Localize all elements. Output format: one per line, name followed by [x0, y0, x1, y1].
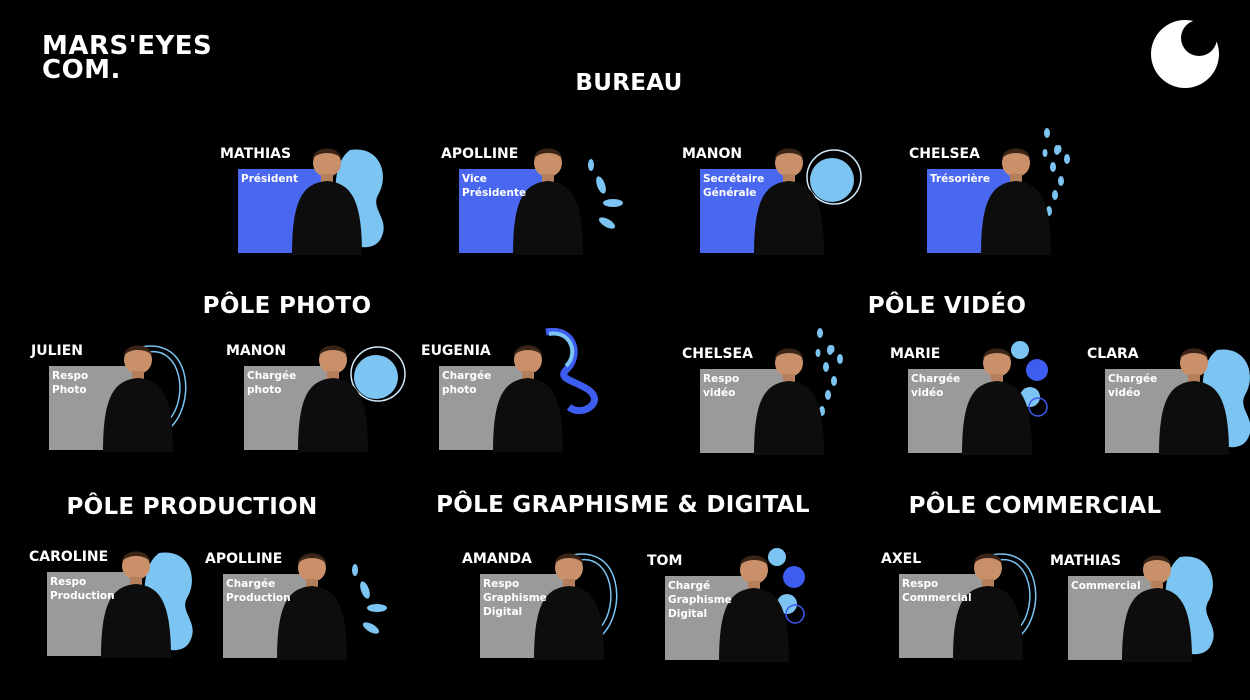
member-name: CAROLINE: [29, 549, 109, 565]
member-name: AMANDA: [462, 551, 532, 567]
member-photo: [277, 553, 347, 660]
member-photo: [1159, 348, 1229, 455]
member-name: MARIE: [890, 346, 941, 362]
member-name: MATHIAS: [220, 146, 292, 162]
decorative-shape: [350, 346, 406, 402]
decorative-shape: [806, 149, 862, 205]
section-title-photo: PÔLE PHOTO: [202, 293, 372, 319]
member-card: MATHIAS Président: [220, 145, 384, 255]
member-card: APOLLINE Chargée Production: [205, 550, 387, 660]
member-name: APOLLINE: [441, 146, 519, 162]
member-photo: [953, 553, 1023, 660]
member-name: CLARA: [1087, 346, 1139, 362]
member-photo: [719, 555, 789, 662]
decorative-shape: [815, 328, 843, 416]
member-photo: [981, 148, 1051, 255]
member-card: TOM Chargé Graphisme Digital: [647, 548, 807, 662]
section-title-bureau: BUREAU: [575, 70, 683, 96]
section-title-video: PÔLE VIDÉO: [867, 293, 1027, 319]
decorative-shape: [588, 159, 623, 229]
member-role: Respo vidéo: [703, 373, 740, 399]
member-card: CHELSEA Respo vidéo: [682, 328, 843, 455]
decorative-shape: [352, 564, 387, 634]
member-photo: [103, 345, 173, 452]
member-role: Chargée vidéo: [1108, 373, 1158, 399]
section-title-production: PÔLE PRODUCTION: [66, 494, 318, 520]
member-role: Trésorière: [930, 173, 990, 185]
member-role: Chargée photo: [442, 370, 492, 396]
decorative-shape: [545, 328, 598, 415]
member-role: Chargé Graphisme Digital: [668, 580, 732, 620]
member-role: Commercial: [1071, 580, 1141, 592]
decorative-shape: [768, 548, 805, 624]
member-role: Respo Production: [50, 576, 115, 602]
logo-line-2: COM.: [42, 55, 121, 85]
decorative-shape: [1042, 128, 1070, 216]
member-photo: [1122, 555, 1192, 662]
member-name: MATHIAS: [1050, 553, 1122, 569]
member-card: APOLLINE Vice Présidente: [441, 145, 623, 255]
member-photo: [754, 348, 824, 455]
member-name: JULIEN: [31, 343, 83, 359]
member-photo: [534, 553, 604, 660]
member-name: EUGENIA: [421, 343, 491, 359]
member-role: Chargée photo: [247, 370, 297, 396]
member-name: APOLLINE: [205, 551, 283, 567]
member-card: EUGENIA Chargée photo: [421, 328, 598, 452]
member-role: Respo Photo: [52, 370, 89, 396]
member-photo: [962, 348, 1032, 455]
member-name: MANON: [226, 343, 287, 359]
member-role: Président: [241, 173, 298, 185]
section-title-commercial: PÔLE COMMERCIAL: [908, 493, 1162, 519]
member-photo: [513, 148, 583, 255]
member-photo: [298, 345, 368, 452]
section-title-graphisme: PÔLE GRAPHISME & DIGITAL: [436, 492, 810, 518]
brand-logo: MARS'EYES COM.: [42, 31, 213, 85]
moon-logo-icon: [1151, 20, 1219, 88]
member-photo: [754, 148, 824, 255]
member-name: CHELSEA: [682, 346, 753, 362]
member-card: JULIEN Respo Photo: [31, 342, 191, 452]
member-card: AMANDA Respo Graphisme Digital: [462, 550, 622, 660]
member-card: CLARA Chargée vidéo: [1087, 345, 1250, 455]
member-role: Respo Commercial: [902, 578, 972, 604]
member-name: MANON: [682, 146, 743, 162]
member-card: MANON Secrétaire Générale: [682, 145, 862, 255]
member-role: Secrétaire Générale: [703, 173, 765, 199]
member-card: MATHIAS Commercial: [1050, 552, 1214, 662]
member-photo: [292, 148, 362, 255]
member-card: MANON Chargée photo: [226, 342, 406, 452]
member-role: Chargée vidéo: [911, 373, 961, 399]
member-role: Respo Graphisme Digital: [483, 578, 547, 618]
member-photo: [101, 551, 171, 658]
member-card: AXEL Respo Commercial: [881, 550, 1041, 660]
member-name: TOM: [647, 553, 683, 569]
member-role: Chargée Production: [226, 578, 291, 604]
member-role: Vice Présidente: [462, 173, 527, 199]
member-name: AXEL: [881, 551, 922, 567]
logo-line-1: MARS'EYES: [42, 31, 213, 61]
member-name: CHELSEA: [909, 146, 980, 162]
member-card: MARIE Chargée vidéo: [890, 341, 1050, 455]
member-card: CAROLINE Respo Production: [29, 548, 193, 658]
member-card: CHELSEA Trésorière: [909, 128, 1070, 255]
member-photo: [493, 345, 563, 452]
